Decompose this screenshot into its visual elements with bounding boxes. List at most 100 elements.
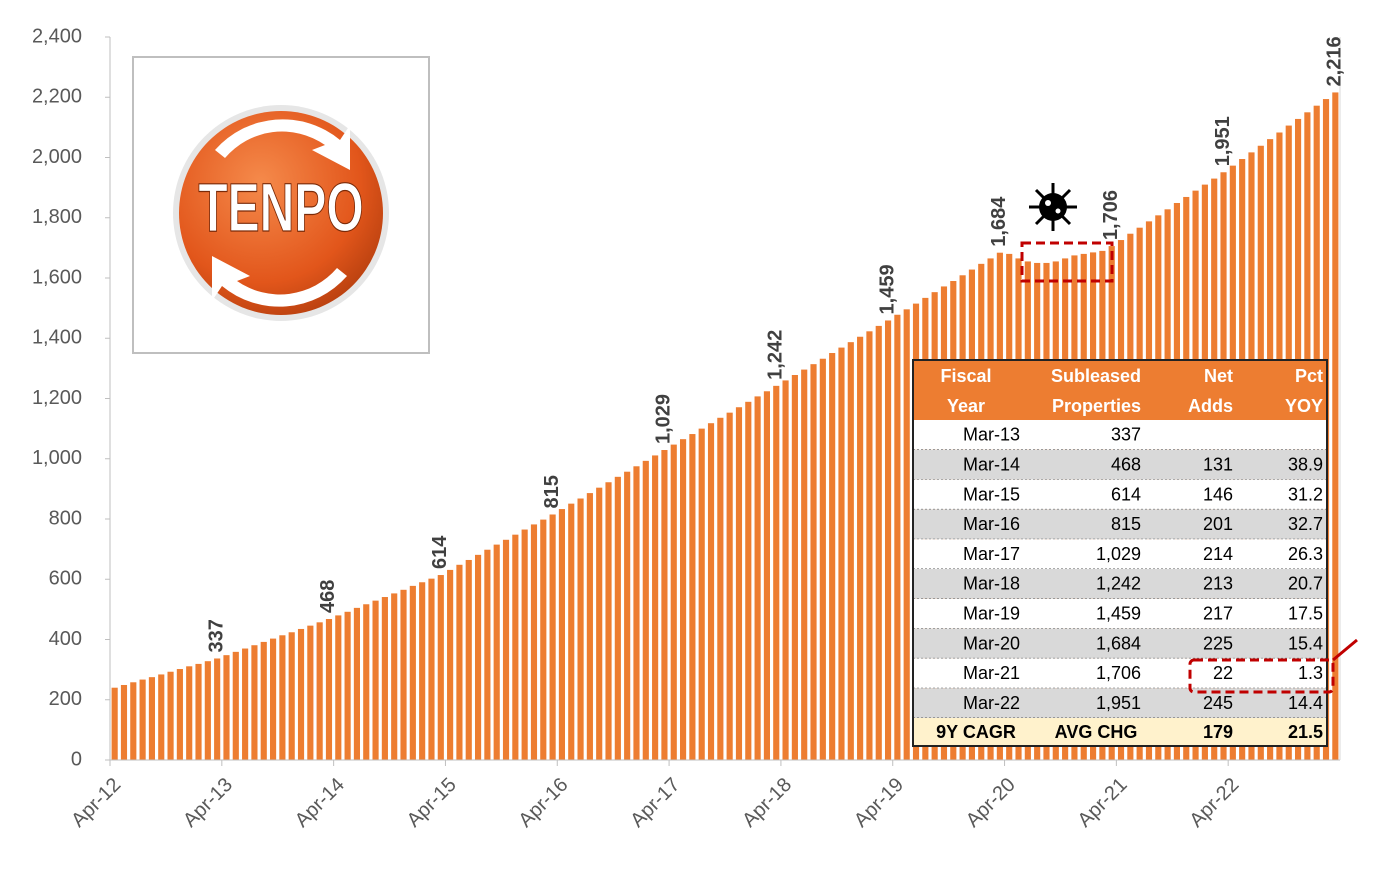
y-tick-label: 1,000: [32, 447, 82, 469]
table-cell: 38.9: [1288, 454, 1323, 474]
y-tick-label: 1,200: [32, 387, 82, 409]
logo-text: TENPO: [198, 169, 363, 247]
bar: [717, 417, 724, 760]
bar: [502, 539, 510, 760]
highlight-box: [1188, 658, 1335, 694]
bar: [204, 661, 211, 760]
bar: [624, 471, 631, 760]
table-cell: Mar-17: [963, 544, 1020, 564]
table-cell: Mar-13: [963, 425, 1020, 445]
table-cell: 17.5: [1288, 603, 1323, 623]
table-row-bg: [913, 539, 1327, 569]
bar: [866, 331, 873, 760]
bar: [335, 615, 342, 760]
bar: [437, 575, 444, 760]
y-tick-label: 2,000: [32, 146, 82, 168]
table-cell: 1,706: [1096, 663, 1141, 683]
bar: [540, 519, 547, 760]
table-row-bg: [913, 569, 1327, 599]
bar: [344, 611, 351, 760]
bar: [130, 682, 137, 760]
table-cell: 614: [1111, 484, 1141, 504]
bar: [549, 514, 556, 760]
bar: [260, 641, 267, 760]
data-label: 468: [317, 580, 339, 613]
bar: [838, 347, 845, 760]
bar: [661, 450, 668, 760]
bar: [288, 632, 295, 760]
bar: [419, 582, 426, 760]
bar: [791, 375, 798, 760]
bar: [847, 342, 854, 760]
bar: [353, 607, 361, 760]
bar: [568, 503, 575, 760]
table-row-bg: [913, 598, 1327, 629]
bar: [316, 622, 323, 760]
highlight-pointer: [1332, 638, 1358, 662]
bar: [884, 320, 892, 760]
bar: [512, 534, 519, 760]
table-row-bg: [913, 658, 1327, 689]
bar: [819, 358, 826, 760]
bar: [726, 412, 733, 760]
bar: [325, 619, 333, 760]
bar: [679, 439, 687, 760]
table-footer: 9Y CAGR: [936, 722, 1016, 742]
table-cell: 1,242: [1096, 574, 1141, 594]
bar: [903, 309, 910, 760]
table-footer: 21.5: [1288, 722, 1323, 742]
bar: [745, 401, 752, 760]
table-header: Fiscal: [940, 366, 991, 386]
bar: [577, 498, 584, 760]
data-table: Fiscal Year Subleased Properties Net Adds Pct Y…: [912, 359, 1328, 747]
bar: [176, 669, 183, 760]
table-cell: 225: [1203, 633, 1233, 653]
bar: [214, 658, 221, 760]
data-label: 2,216: [1324, 36, 1346, 86]
table-header: Properties: [1052, 396, 1141, 416]
bar: [558, 509, 566, 760]
y-tick-label: 400: [49, 628, 82, 650]
data-label: 1,459: [876, 264, 898, 314]
bar: [381, 597, 388, 760]
bar: [269, 638, 277, 760]
bar: [251, 645, 258, 760]
table-cell: Mar-14: [963, 454, 1020, 474]
data-label: 815: [541, 475, 563, 508]
bar: [120, 684, 128, 760]
table-cell: 1,951: [1096, 693, 1141, 713]
bar: [447, 569, 454, 760]
bar: [521, 529, 528, 760]
y-tick-label: 1,600: [32, 266, 82, 288]
bar: [493, 544, 500, 760]
table-cell: 131: [1203, 454, 1233, 474]
bar: [801, 369, 808, 760]
table-cell: Mar-22: [963, 693, 1020, 713]
table-header-bg: [913, 360, 1327, 420]
bar: [875, 325, 882, 760]
table-cell: Mar-20: [963, 633, 1020, 653]
y-tick-label: 1,400: [32, 327, 82, 349]
bar: [474, 554, 482, 760]
table-header: Subleased: [1051, 366, 1141, 386]
bar: [754, 396, 761, 760]
bar: [391, 593, 398, 760]
bar: [158, 674, 165, 760]
bar: [223, 655, 230, 760]
data-label: 1,242: [765, 330, 787, 380]
table-cell: Mar-16: [963, 514, 1020, 534]
logo-arrow: [215, 119, 350, 170]
bar: [763, 391, 771, 760]
data-label: 614: [429, 535, 451, 569]
table-cell: 31.2: [1288, 484, 1323, 504]
table-row-bg: [913, 479, 1327, 510]
table-cell: Mar-19: [963, 603, 1020, 623]
bar: [586, 493, 593, 760]
bar: [773, 385, 780, 760]
table-cell: Mar-18: [963, 574, 1020, 594]
table-cell: Mar-21: [963, 663, 1020, 683]
bar: [530, 524, 538, 760]
table-cell: 1,459: [1096, 603, 1141, 623]
bar: [111, 687, 118, 760]
